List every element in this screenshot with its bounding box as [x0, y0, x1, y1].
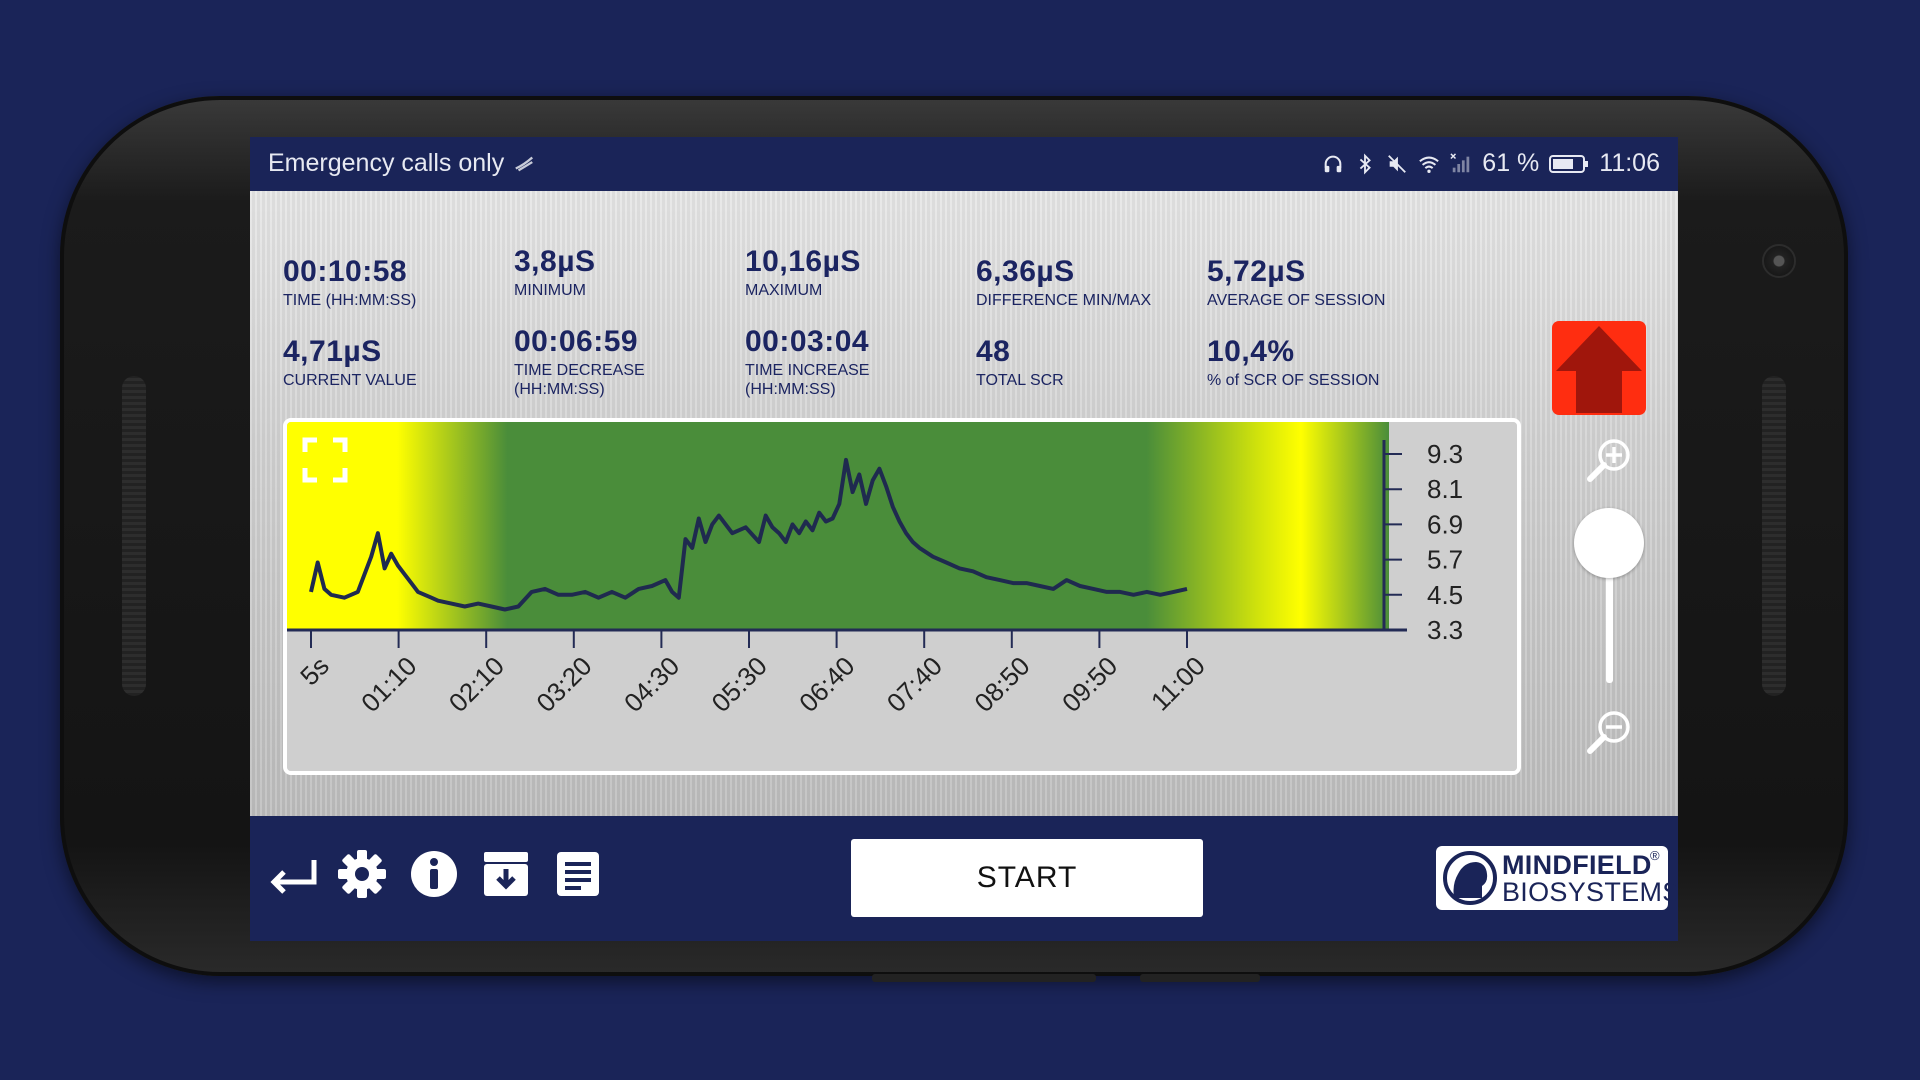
mute-icon [1388, 154, 1407, 173]
plot-background [287, 422, 1389, 630]
y-tick-label: 4.5 [1427, 580, 1463, 610]
stat-label: TIME (HH:MM:SS) [283, 292, 417, 309]
y-tick-label: 8.1 [1427, 474, 1463, 504]
logo-line2: BIOSYSTEMS [1502, 877, 1678, 907]
stat-value: 10,4% [1207, 335, 1295, 368]
battery-icon [1549, 154, 1589, 173]
carrier-text: Emergency calls only [268, 149, 505, 177]
chart-canvas: 5s 01:10 02:10 03:20 04:30 05:30 06:40 07:40 08:… [287, 422, 1517, 771]
stat-value: 00:06:59 [514, 325, 639, 358]
front-camera [1762, 244, 1796, 278]
series-line [309, 457, 1188, 612]
stat-value: 4,71µS [283, 335, 382, 368]
zoom-slider-knob[interactable] [1574, 508, 1644, 578]
stat-value: 5,72µS [1207, 255, 1306, 288]
zoom-control [1570, 435, 1650, 765]
stat-value: 3,8µS [514, 245, 596, 278]
stat-label: DIFFERENCE MIN/MAX [976, 292, 1152, 309]
y-tick-label: 9.3 [1427, 439, 1463, 469]
brain-head-icon [1443, 851, 1497, 905]
status-left: Emergency calls only [268, 149, 535, 178]
stat-label: MINIMUM [514, 282, 586, 299]
gear-icon[interactable] [336, 848, 388, 900]
stat-label: TIME INCREASE (HH:MM:SS) [745, 362, 870, 398]
stat-total-scr: 48 TOTAL SCR [976, 335, 1064, 390]
info-icon[interactable] [408, 848, 460, 900]
stat-minimum: 3,8µS MINIMUM [514, 245, 596, 300]
hardware-button [872, 974, 1096, 982]
main-panel: 00:10:58 TIME (HH:MM:SS) 3,8µS MINIMUM 1… [250, 191, 1678, 859]
stat-value: 00:10:58 [283, 255, 408, 288]
stat-value: 6,36µS [976, 255, 1075, 288]
hardware-button [1140, 974, 1260, 982]
fullscreen-icon[interactable] [302, 437, 348, 483]
stat-scr-percent: 10,4% % of SCR OF SESSION [1207, 335, 1379, 390]
stat-label: AVERAGE OF SESSION [1207, 292, 1386, 309]
y-tick-label: 5.7 [1427, 545, 1463, 575]
clock: 11:06 [1599, 149, 1660, 177]
speaker-grille-right [1762, 376, 1786, 696]
stat-label: CURRENT VALUE [283, 372, 417, 389]
stat-time-increase: 00:03:04 TIME INCREASE (HH:MM:SS) [745, 325, 869, 399]
bottom-toolbar: START MINDFIELD ® BIOSYSTEMS [250, 816, 1678, 941]
wifi-icon [1419, 156, 1440, 173]
logo-registered-mark: ® [1650, 848, 1660, 863]
back-arrow-icon[interactable] [266, 848, 318, 900]
zoom-out-icon[interactable] [1584, 707, 1636, 759]
archive-icon[interactable] [480, 848, 532, 900]
stat-value: 00:03:04 [745, 325, 870, 358]
mindfield-logo: MINDFIELD ® BIOSYSTEMS [1436, 846, 1678, 910]
stat-difference: 6,36µS DIFFERENCE MIN/MAX [976, 255, 1151, 310]
stat-value: 10,16µS [745, 245, 861, 278]
headphones-icon [1324, 155, 1342, 172]
trend-up-indicator[interactable] [1552, 321, 1646, 415]
signal-strength-icon [515, 156, 534, 172]
stat-label: TOTAL SCR [976, 372, 1064, 389]
speaker-grille-left [122, 376, 146, 696]
stat-average: 5,72µS AVERAGE OF SESSION [1207, 255, 1385, 310]
stat-time-decrease: 00:06:59 TIME DECREASE (HH:MM:SS) [514, 325, 645, 399]
y-tick-label: 3.3 [1427, 615, 1463, 645]
y-tick-label: 6.9 [1427, 509, 1463, 539]
stat-label: TIME DECREASE (HH:MM:SS) [514, 362, 645, 398]
app-screen: Emergency calls only 61 % 11:06 00:10:58… [250, 137, 1678, 941]
cell-signal-icon [1450, 152, 1470, 172]
stat-label: MAXIMUM [745, 282, 823, 299]
status-right: 61 % 11:06 [1322, 149, 1660, 178]
stat-label: % of SCR OF SESSION [1207, 372, 1380, 389]
start-button[interactable]: START [851, 839, 1203, 917]
battery-percent: 61 % [1482, 149, 1540, 177]
up-arrow-icon [1556, 326, 1642, 413]
bluetooth-icon [1360, 153, 1372, 174]
zoom-in-icon[interactable] [1584, 435, 1636, 487]
stat-maximum: 10,16µS MAXIMUM [745, 245, 861, 300]
logo-line1: MINDFIELD [1502, 850, 1652, 880]
status-bar: Emergency calls only 61 % 11:06 [250, 137, 1678, 191]
scl-chart[interactable]: 5s 01:10 02:10 03:20 04:30 05:30 06:40 07:40 08:… [283, 418, 1521, 775]
notes-icon[interactable] [552, 848, 604, 900]
stat-value: 48 [976, 335, 1011, 368]
stat-current-value: 4,71µS CURRENT VALUE [283, 335, 417, 390]
zoom-slider-track[interactable] [1606, 533, 1613, 683]
stat-time: 00:10:58 TIME (HH:MM:SS) [283, 255, 416, 310]
